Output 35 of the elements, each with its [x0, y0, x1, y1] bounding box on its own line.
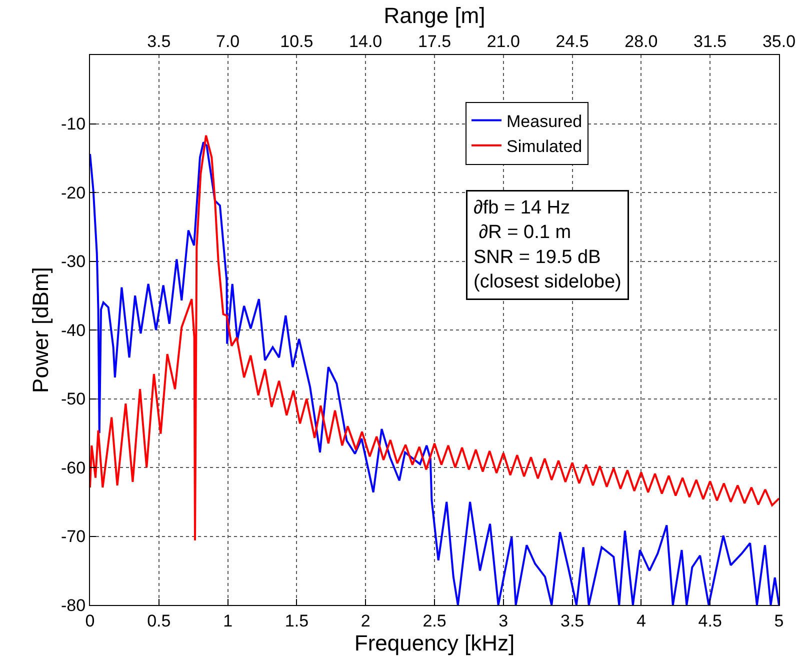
y-tick-label: -60 [61, 458, 86, 478]
x-tick-label: 0.5 [147, 611, 171, 630]
y-tick-label: -20 [61, 183, 86, 202]
x2-axis-title: Range [m] [384, 3, 486, 28]
x2-tick-label: 24.5 [556, 32, 589, 52]
x-tick-label: 3 [498, 611, 508, 630]
y-tick-label: -80 [61, 596, 86, 615]
x2-tick-label: 14.0 [349, 32, 382, 52]
legend-label: Measured [506, 112, 582, 131]
x-axis-title: Frequency [kHz] [354, 630, 515, 656]
x-tick-label: 5 [774, 611, 784, 630]
y-tick-label: -70 [61, 527, 86, 546]
x2-tick-label: 17.5 [418, 32, 452, 52]
annotation: ∂fb = 14 Hz ∂R = 0.1 m SNR = 19.5 dB (closest sidelobe) [474, 198, 622, 293]
x-tick-label: 0 [85, 611, 95, 630]
x2-tick-label: 28.0 [624, 32, 658, 52]
x2-tick-label: 10.5 [280, 32, 314, 52]
x2-tick-label: 21.0 [486, 32, 520, 52]
x2-tick-label: 7.0 [216, 32, 240, 52]
x2-tick-label: 35.0 [762, 32, 796, 52]
legend-label: Simulated [506, 137, 582, 156]
x2-tick-label: 3.5 [147, 32, 171, 52]
x-tick-label: 2.5 [422, 611, 446, 630]
y-tick-label: -30 [61, 252, 86, 272]
x-tick-label: 1.5 [284, 611, 309, 630]
y-axis-title: Power [dBm] [28, 267, 53, 393]
y-tick-label: -10 [61, 114, 86, 134]
x-tick-label: 4 [636, 611, 646, 630]
y-tick-label: -50 [61, 390, 86, 409]
x2-tick-label: 31.5 [694, 32, 727, 52]
x-tick-label: 1 [223, 611, 233, 630]
x-tick-label: 4.5 [698, 611, 722, 630]
y-tick-label: -40 [61, 320, 86, 340]
x-tick-label: 3.5 [560, 611, 584, 630]
x-tick-label: 2 [360, 611, 370, 630]
